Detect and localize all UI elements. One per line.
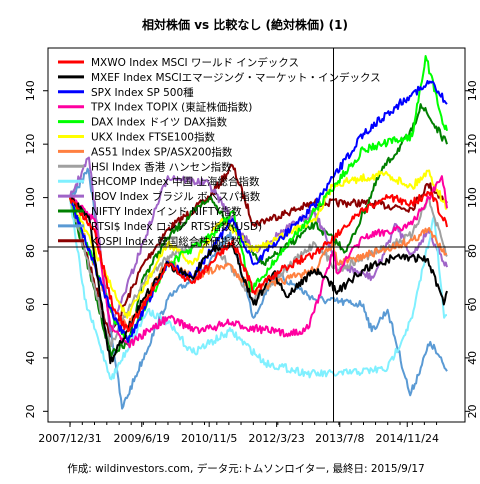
series-8-shcomp-line [69,197,448,381]
y-tick-label-left: 100 [24,187,37,208]
series-11-rtsi-line [69,167,448,410]
chart-caption: 作成: wildinvestors.com, データ元:トムソンロイター, 最終… [67,462,424,475]
series-0-mxwo-legend-label: MXWO Index MSCI ワールド インデックス [91,56,299,69]
y-tick-label-left: 60 [24,297,37,311]
series-2-spx-line [69,80,448,343]
y-tick-label-right: 120 [466,134,479,155]
series-2-spx-legend-label: SPX Index SP 500種 [91,86,194,99]
y-tick-label-left: 40 [24,351,37,365]
series-10-nifty-legend-label: NIFTY Index インド NIFTY指数 [91,205,242,218]
series-9-ibov-legend-label: IBOV Index ブラジル ボベスパ指数 [91,190,261,203]
chart-title: 相対株価 vs 比較なし (絶対株価) (1) [142,17,348,32]
y-tick-label-right: 80 [466,244,479,258]
x-tick-label: 2012/3/23 [248,432,304,445]
series-3-tpx-legend-label: TPX Index TOPIX (東証株価指数) [90,101,252,114]
series-5-ukx-legend-label: UKX Index FTSE100指数 [91,131,215,144]
axes: 20 20 40 40 60 60 80 80 100 100 120 120 140 140 2007/1… [24,80,479,445]
x-tick-label: 2010/11/5 [181,432,237,445]
series-3-tpx-line [69,175,448,349]
series-layer [69,55,448,410]
x-tick-label: 2009/6/19 [114,432,170,445]
series-0-mxwo-line [69,191,448,333]
series-7-hsi-legend-label: HSI Index 香港 ハンセン指数 [91,160,232,173]
y-tick-label-left: 80 [24,244,37,258]
x-tick-label: 2013/7/8 [315,432,364,445]
y-tick-label-right: 40 [466,351,479,365]
series-12-kospi-line [69,163,448,338]
series-12-kospi-legend-label: KOSPI Index 韓国総合株価指数 [91,235,242,248]
series-9-ibov-line [69,156,448,333]
y-tick-label-left: 20 [24,404,37,418]
series-4-dax-legend-label: DAX Index ドイツ DAX指数 [91,116,227,129]
y-tick-label-right: 100 [466,187,479,208]
y-tick-label-left: 120 [24,134,37,155]
plot-frame [47,47,466,423]
series-1-mxef-legend-label: MXEF Index MSCIエマージング・マーケット・インデックス [91,71,381,84]
series-11-rtsi-legend-label: RTSI$ Index ロシア RTS指数(USD) [91,220,262,233]
x-tick-label: 2007/12/31 [38,432,101,445]
crosshair [48,48,465,422]
series-8-shcomp-legend-label: SHCOMP Index 中国 上海総合指数 [91,175,260,188]
legend: MXWO Index MSCI ワールド インデックス MXEF Index MS… [58,56,381,248]
y-tick-label-right: 60 [466,297,479,311]
y-tick-label-right: 140 [466,80,479,101]
y-tick-label-right: 20 [466,404,479,418]
x-tick-label: 2014/11/24 [376,432,439,445]
series-6-as51-legend-label: AS51 Index SP/ASX200指数 [91,145,233,158]
y-tick-label-left: 140 [24,80,37,101]
